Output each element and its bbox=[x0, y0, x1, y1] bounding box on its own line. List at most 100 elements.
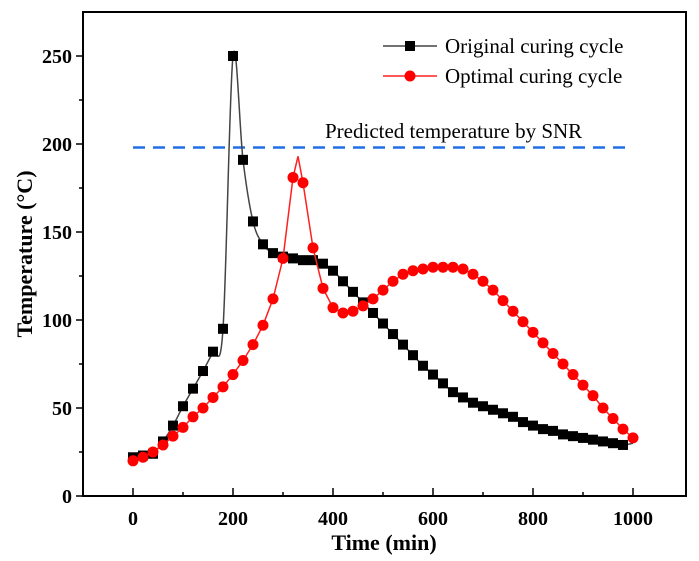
legend-marker-circle bbox=[404, 70, 416, 82]
data-point-circle bbox=[267, 293, 279, 305]
data-point-square bbox=[578, 432, 588, 443]
data-point-circle bbox=[567, 369, 579, 381]
data-point-circle bbox=[357, 300, 369, 312]
data-point-square bbox=[178, 401, 188, 412]
data-point-square bbox=[548, 425, 558, 436]
series-original bbox=[128, 50, 634, 463]
data-point-circle bbox=[157, 439, 169, 451]
y-tick-label: 150 bbox=[42, 222, 72, 244]
y-tick-label: 100 bbox=[42, 310, 72, 332]
data-point-square bbox=[538, 424, 548, 435]
data-point-circle bbox=[537, 337, 549, 349]
data-point-square bbox=[258, 239, 268, 250]
data-point-circle bbox=[127, 455, 139, 467]
data-point-circle bbox=[207, 391, 219, 403]
data-point-circle bbox=[577, 379, 589, 391]
legend-label: Original curing cycle bbox=[445, 34, 623, 58]
data-point-square bbox=[218, 323, 228, 334]
data-point-circle bbox=[417, 263, 429, 275]
y-tick-label: 250 bbox=[42, 46, 72, 68]
data-point-square bbox=[488, 404, 498, 415]
data-point-circle bbox=[347, 305, 359, 317]
axis-ticks: 0 200 400 600 800 1000 0 50 100 150 200 250 bbox=[42, 46, 653, 530]
plot-frame bbox=[82, 11, 687, 497]
data-point-square bbox=[528, 420, 538, 431]
data-point-square bbox=[168, 420, 178, 431]
data-point-square bbox=[378, 318, 388, 329]
legend-item: Optimal curing cycle bbox=[383, 64, 622, 88]
data-point-square bbox=[508, 411, 518, 422]
x-tick-label: 400 bbox=[318, 508, 348, 530]
data-point-square bbox=[418, 360, 428, 371]
data-point-square bbox=[398, 339, 408, 350]
y-tick-label: 0 bbox=[62, 486, 72, 508]
data-point-circle bbox=[307, 242, 319, 254]
data-point-circle bbox=[587, 390, 599, 402]
data-point-circle bbox=[487, 284, 499, 296]
data-point-square bbox=[408, 350, 418, 361]
data-point-square bbox=[328, 265, 338, 276]
data-point-square bbox=[318, 258, 328, 269]
data-point-square bbox=[608, 438, 618, 449]
data-point-circle bbox=[137, 451, 149, 463]
data-point-square bbox=[248, 216, 258, 227]
data-point-circle bbox=[227, 369, 239, 381]
data-point-circle bbox=[317, 282, 329, 294]
data-point-circle bbox=[607, 413, 619, 425]
data-point-circle bbox=[617, 423, 629, 435]
data-point-circle bbox=[247, 339, 259, 351]
data-point-circle bbox=[447, 261, 459, 273]
data-point-circle bbox=[497, 295, 509, 307]
series-line bbox=[132, 156, 634, 462]
data-point-circle bbox=[597, 402, 609, 414]
y-tick-label: 200 bbox=[42, 134, 72, 156]
legend-label: Optimal curing cycle bbox=[445, 64, 622, 88]
data-point-circle bbox=[177, 421, 189, 433]
data-point-square bbox=[448, 387, 458, 398]
data-point-square bbox=[368, 307, 378, 318]
data-point-circle bbox=[547, 347, 559, 359]
data-point-circle bbox=[557, 358, 569, 370]
data-point-square bbox=[478, 401, 488, 412]
data-point-circle bbox=[527, 326, 539, 338]
data-point-circle bbox=[427, 261, 439, 273]
data-point-circle bbox=[407, 265, 419, 277]
data-point-circle bbox=[457, 263, 469, 275]
data-point-square bbox=[388, 329, 398, 340]
data-point-square bbox=[268, 248, 278, 259]
x-tick-label: 0 bbox=[128, 508, 138, 530]
data-point-circle bbox=[147, 446, 159, 458]
data-point-circle bbox=[277, 252, 289, 264]
data-point-square bbox=[568, 431, 578, 442]
data-point-circle bbox=[337, 307, 349, 319]
data-point-square bbox=[348, 286, 358, 297]
data-point-square bbox=[338, 276, 348, 287]
series-optimal bbox=[127, 156, 639, 467]
data-point-circle bbox=[237, 354, 249, 366]
data-point-square bbox=[308, 255, 318, 266]
data-point-square bbox=[618, 439, 628, 450]
data-point-square bbox=[208, 346, 218, 357]
data-point-circle bbox=[627, 432, 639, 444]
data-point-square bbox=[558, 429, 568, 440]
legend-item: Original curing cycle bbox=[383, 34, 623, 58]
data-point-square bbox=[588, 434, 598, 445]
data-point-square bbox=[198, 366, 208, 377]
legend-marker-square bbox=[405, 41, 415, 51]
reference-line-group: Predicted temperature by SNR bbox=[133, 119, 633, 149]
data-point-circle bbox=[507, 305, 519, 317]
data-point-circle bbox=[217, 381, 229, 393]
data-point-square bbox=[518, 417, 528, 428]
data-point-square bbox=[598, 436, 608, 447]
data-point-circle bbox=[387, 275, 399, 287]
data-point-circle bbox=[287, 171, 299, 183]
data-point-square bbox=[438, 378, 448, 389]
data-point-square bbox=[188, 383, 198, 394]
data-point-circle bbox=[477, 275, 489, 287]
data-point-circle bbox=[437, 261, 449, 273]
x-axis-title: Time (min) bbox=[331, 530, 436, 555]
data-point-circle bbox=[167, 430, 179, 442]
reference-line-label: Predicted temperature by SNR bbox=[325, 119, 582, 143]
legend: Original curing cycle Optimal curing cycl… bbox=[383, 34, 623, 88]
